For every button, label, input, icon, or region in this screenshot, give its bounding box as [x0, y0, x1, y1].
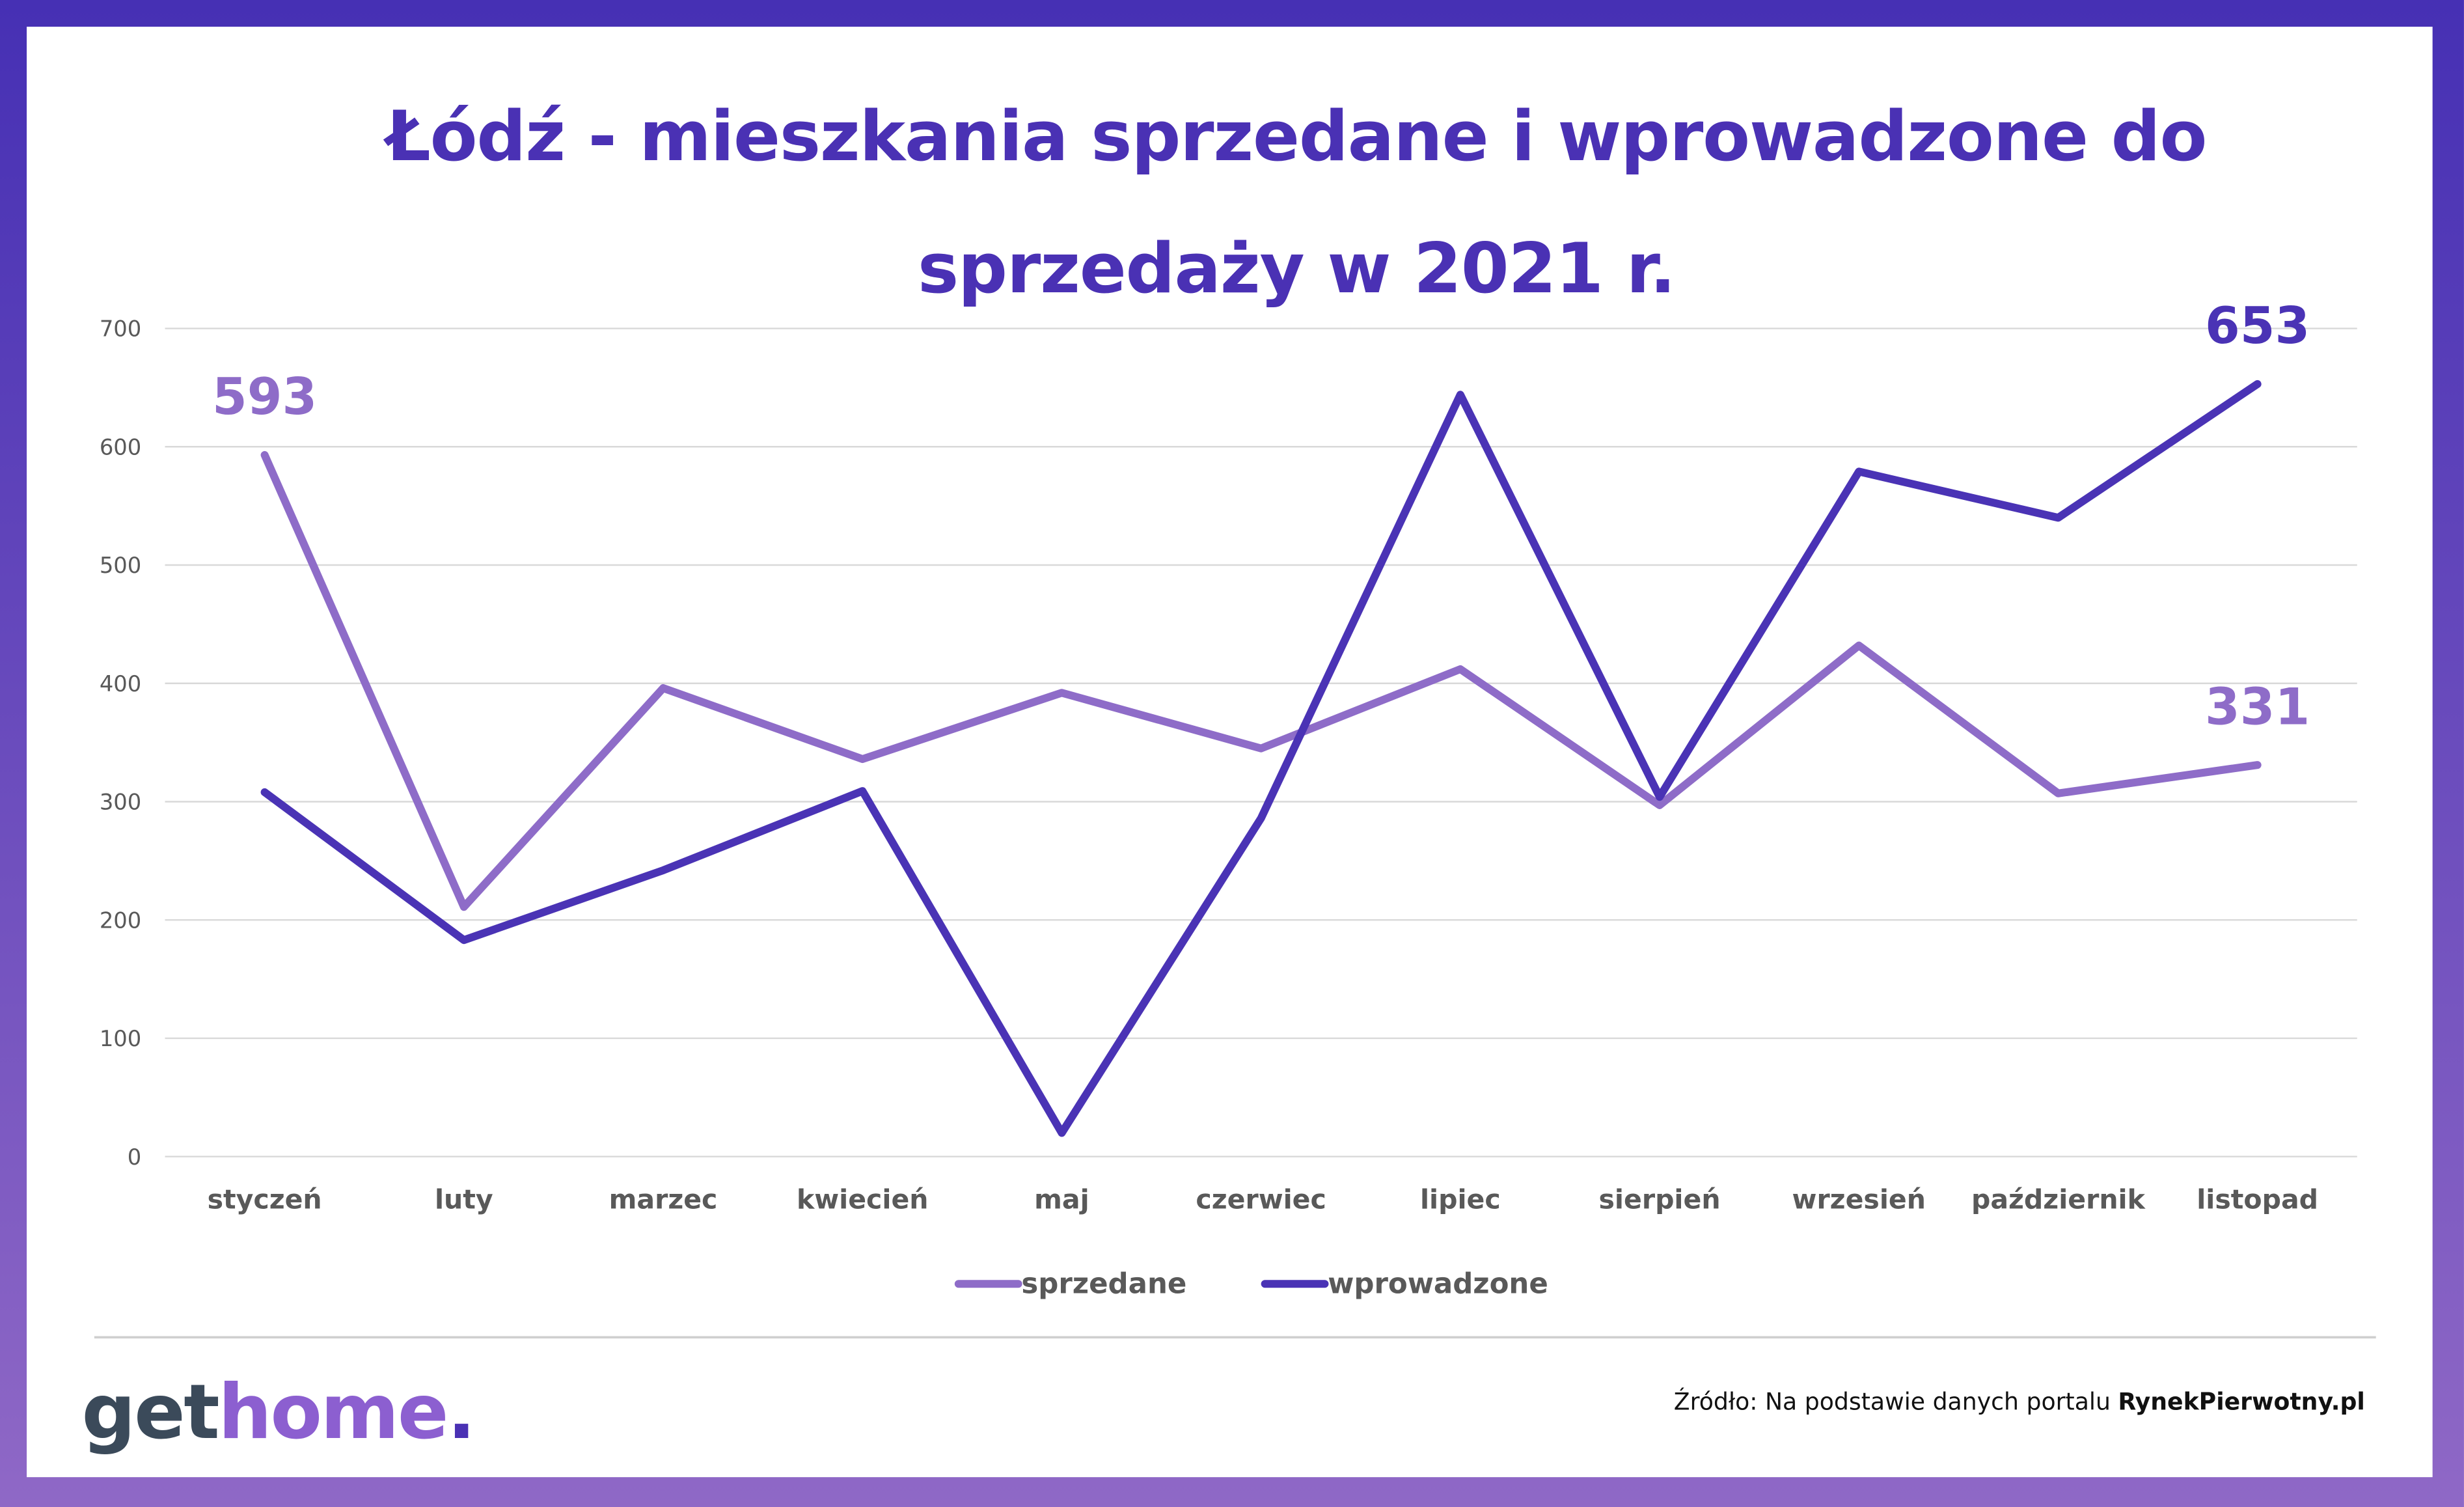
x-tick-label: październik: [1971, 1183, 2146, 1215]
x-tick-label: marzec: [609, 1183, 718, 1215]
y-tick-label: 600: [100, 434, 141, 460]
logo-part: .: [447, 1368, 474, 1456]
source: Źródło: Na podstawie danych portalu Ryne…: [1674, 1387, 2365, 1415]
logo-part: home: [218, 1368, 447, 1456]
legend-label: sprzedane: [1021, 1268, 1186, 1301]
data-label: 653: [2205, 297, 2310, 355]
y-tick-label: 300: [100, 790, 141, 815]
y-tick-label: 200: [100, 907, 141, 933]
x-tick-label: styczeń: [208, 1183, 322, 1215]
y-tick-label: 100: [100, 1026, 141, 1051]
source-bold: RynekPierwotny.pl: [2118, 1387, 2364, 1415]
y-tick-label: 400: [100, 671, 141, 697]
y-tick-label: 500: [100, 553, 141, 578]
x-tick-label: czerwiec: [1196, 1183, 1326, 1215]
legend-label: wprowadzone: [1328, 1268, 1548, 1301]
x-tick-label: kwiecień: [797, 1183, 929, 1215]
source-text: Źródło: Na podstawie danych portalu: [1674, 1387, 2118, 1415]
logo: gethome.: [82, 1368, 474, 1456]
x-tick-label: sierpień: [1599, 1183, 1721, 1215]
line: [260, 450, 2262, 911]
logo-part: get: [82, 1368, 219, 1456]
data-label: 593: [212, 368, 317, 426]
data-label: 331: [2205, 678, 2310, 736]
line: [260, 380, 2262, 1137]
x-tick-label: wrzesień: [1792, 1183, 1926, 1215]
y-tick-label: 700: [100, 316, 141, 342]
x-tick-label: luty: [435, 1183, 493, 1215]
y-tick-label: 0: [128, 1144, 142, 1170]
card: [27, 27, 2433, 1478]
x-tick-label: listopad: [2197, 1183, 2318, 1215]
x-tick-label: maj: [1034, 1183, 1089, 1215]
x-tick-label: lipiec: [1420, 1183, 1501, 1215]
chart-title: Łódź - mieszkania sprzedane i wprowadzon…: [386, 97, 2208, 310]
